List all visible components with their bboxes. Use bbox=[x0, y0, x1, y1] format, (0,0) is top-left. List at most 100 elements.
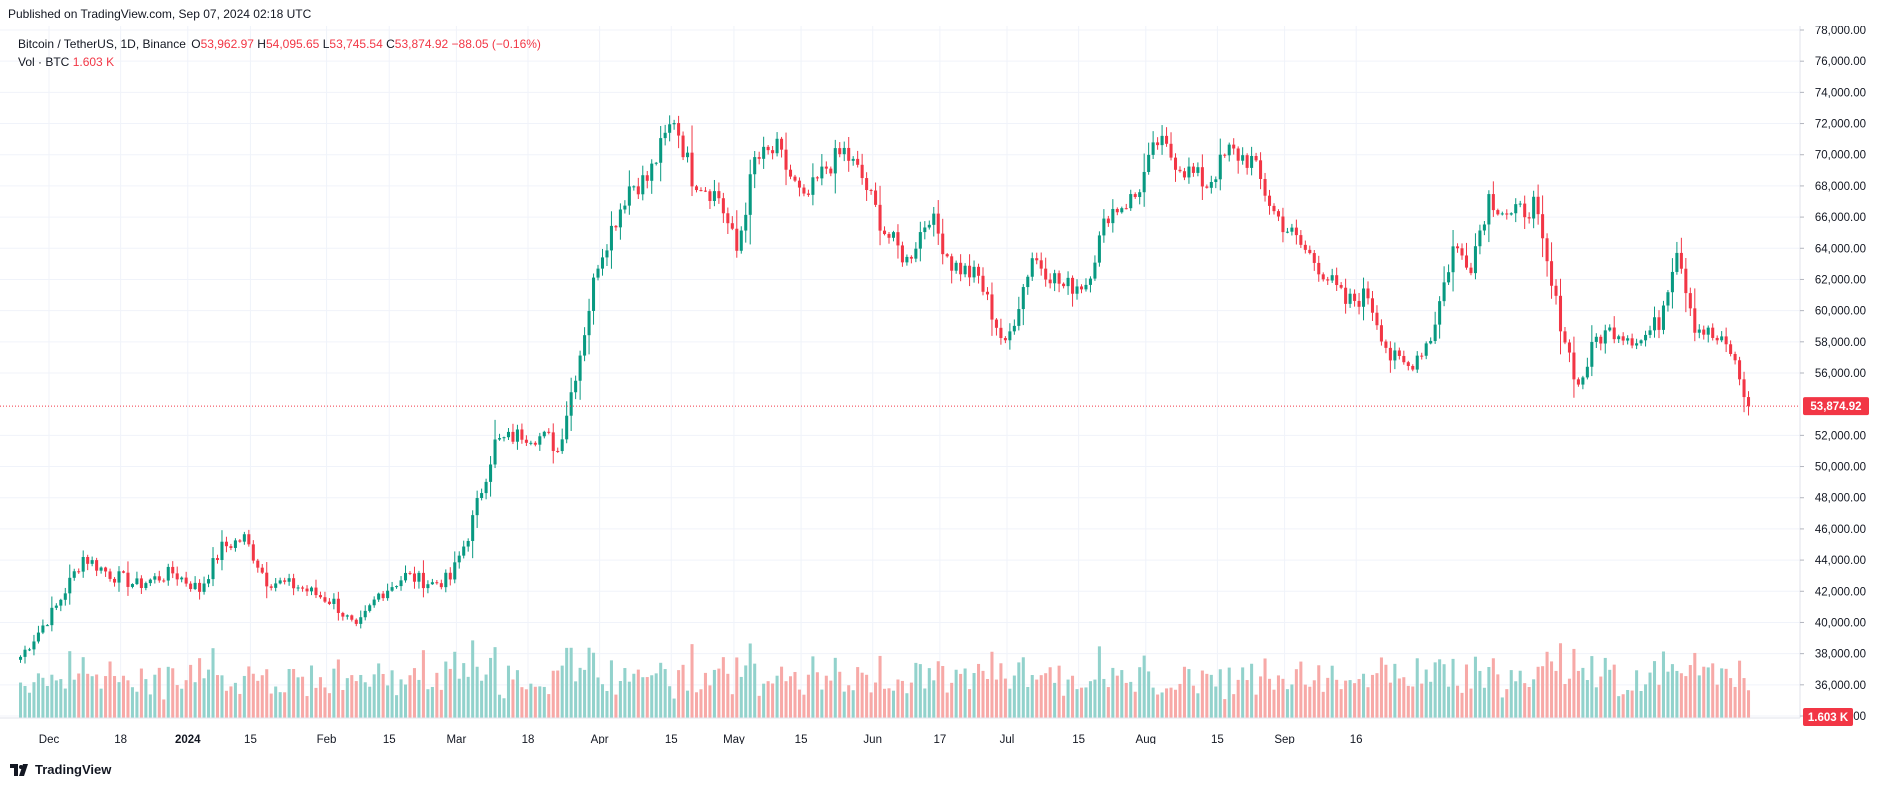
volume-bar bbox=[211, 648, 215, 718]
volume-bar bbox=[1035, 679, 1039, 718]
candle-body bbox=[1415, 355, 1419, 370]
candle-body bbox=[842, 147, 846, 155]
candle-body bbox=[95, 560, 99, 571]
volume-bar bbox=[878, 655, 882, 718]
volume-bar bbox=[1509, 670, 1513, 718]
candle-body bbox=[166, 566, 170, 581]
candle-body bbox=[68, 577, 72, 594]
candle-body bbox=[609, 225, 613, 251]
volume-bar bbox=[1442, 664, 1446, 718]
candle-body bbox=[1182, 171, 1186, 178]
volume-bar bbox=[1738, 660, 1742, 718]
candle-body bbox=[466, 541, 470, 547]
volume-bar bbox=[1648, 672, 1652, 718]
volume-bar bbox=[1630, 690, 1634, 718]
candle-body bbox=[1254, 155, 1258, 161]
candle-body bbox=[171, 566, 175, 574]
candle-body bbox=[1567, 342, 1571, 353]
y-tick-label: 58,000.00 bbox=[1815, 337, 1866, 349]
candle-body bbox=[1048, 279, 1052, 284]
candle-body bbox=[430, 582, 434, 585]
candle-body bbox=[1657, 317, 1661, 330]
candle-body bbox=[1147, 154, 1151, 172]
volume-bar bbox=[45, 685, 49, 718]
candle-body bbox=[426, 584, 430, 589]
legend-symbol: Bitcoin / TetherUS, 1D, Binance bbox=[18, 37, 186, 51]
candle-body bbox=[963, 265, 967, 275]
volume-bar bbox=[1120, 670, 1124, 718]
candle-body bbox=[824, 166, 828, 169]
volume-bar bbox=[569, 647, 573, 718]
volume-bar bbox=[1460, 692, 1464, 718]
volume-bar bbox=[1066, 679, 1070, 718]
candle-body bbox=[1518, 203, 1522, 205]
candle-body bbox=[1612, 327, 1616, 340]
volume-bar bbox=[1214, 686, 1218, 718]
candle-body bbox=[1621, 336, 1625, 341]
x-tick-label: 15 bbox=[795, 734, 808, 744]
candle-body bbox=[417, 572, 421, 582]
candle-body bbox=[802, 187, 806, 194]
volume-bar bbox=[1518, 670, 1522, 718]
volume-bar bbox=[1044, 673, 1048, 718]
candle-body bbox=[748, 174, 752, 215]
candle-body bbox=[1594, 336, 1598, 342]
candle-body bbox=[703, 190, 707, 192]
candle-body bbox=[905, 256, 909, 263]
candle-body bbox=[1160, 135, 1164, 146]
candle-body bbox=[1442, 282, 1446, 302]
volume-bar bbox=[462, 663, 466, 718]
tradingview-logo[interactable]: TradingView bbox=[10, 762, 111, 777]
volume-bar bbox=[439, 689, 443, 718]
volume-bar bbox=[1747, 690, 1751, 718]
candle-body bbox=[1044, 268, 1048, 280]
candle-body bbox=[923, 227, 927, 233]
candle-body bbox=[1523, 203, 1527, 218]
volume-bar bbox=[1093, 679, 1097, 718]
candlestick-chart[interactable]: 78,000.00 76,000.00 74,000.00 72,000.00 70,0… bbox=[0, 26, 1883, 744]
volume-bar bbox=[1048, 667, 1052, 718]
volume-bar bbox=[600, 684, 605, 718]
volume-bar bbox=[932, 680, 936, 718]
volume-bar bbox=[390, 670, 394, 718]
candle-body bbox=[444, 572, 448, 588]
volume-bar bbox=[175, 685, 179, 718]
candle-body bbox=[435, 582, 439, 584]
legend-volume-value: 1.603 K bbox=[72, 55, 115, 69]
candle-body bbox=[793, 176, 797, 181]
candle-body bbox=[1702, 329, 1706, 335]
volume-bar bbox=[824, 675, 828, 718]
volume-bar bbox=[1608, 669, 1612, 718]
volume-bar bbox=[1156, 694, 1160, 718]
candle-body bbox=[806, 193, 810, 195]
legend-high-label: H bbox=[257, 37, 266, 51]
last-price-tag-bg bbox=[1803, 397, 1869, 416]
axis-tags: 53,874.92 1.603 K bbox=[1803, 397, 1869, 726]
x-tick-label: Jul bbox=[1000, 734, 1015, 744]
volume-bar bbox=[1281, 678, 1285, 718]
volume-bar bbox=[668, 686, 672, 718]
candle-body bbox=[1303, 244, 1307, 250]
candle-body bbox=[1245, 155, 1249, 168]
volume-bar bbox=[251, 673, 255, 718]
candle-body bbox=[1581, 377, 1585, 385]
y-tick-label: 66,000.00 bbox=[1815, 212, 1866, 224]
x-tick-label: Apr bbox=[591, 734, 609, 744]
volume-bar bbox=[1572, 648, 1576, 718]
volume-bar bbox=[1379, 657, 1383, 718]
volume-bar bbox=[905, 693, 909, 718]
candle-body bbox=[390, 587, 394, 591]
candle-body bbox=[77, 571, 81, 573]
volume-bar bbox=[856, 667, 860, 718]
candle-body bbox=[1679, 252, 1683, 269]
volume-bar bbox=[341, 689, 345, 718]
legend-close-label: C bbox=[386, 37, 395, 51]
candle-body bbox=[712, 191, 716, 201]
volume-bar bbox=[309, 665, 314, 718]
candle-body bbox=[1115, 208, 1119, 213]
candle-body bbox=[506, 431, 511, 438]
candle-body bbox=[1102, 218, 1106, 236]
legend-volume-label: Vol · BTC bbox=[18, 55, 70, 69]
candle-body bbox=[332, 598, 336, 604]
candle-body bbox=[592, 277, 596, 311]
